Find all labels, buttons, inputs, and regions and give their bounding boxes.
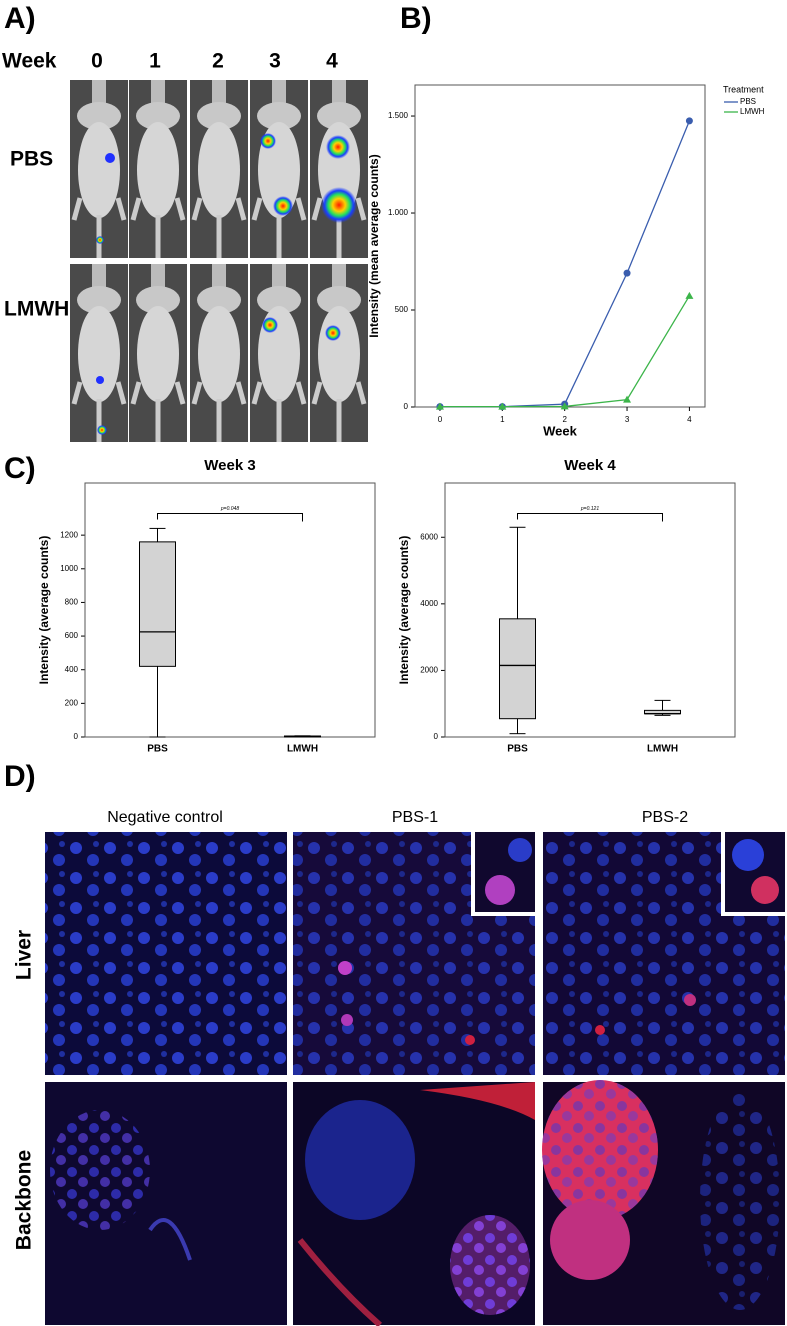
column-label: PBS-2 xyxy=(642,809,688,826)
p-value: p=0.048 xyxy=(220,506,239,512)
week-label: 0 xyxy=(91,50,103,73)
y-tick-label: 200 xyxy=(65,698,79,707)
x-tick-label: 1 xyxy=(500,415,505,424)
chart-title: Week 4 xyxy=(564,457,616,474)
x-tick-label: LMWH xyxy=(287,744,318,755)
x-tick-label: LMWH xyxy=(647,744,678,755)
marker xyxy=(685,117,693,125)
x-tick-label: 2 xyxy=(562,415,567,424)
row-label: Backbone xyxy=(13,1150,36,1250)
y-axis-label: Intensity (mean average counts) xyxy=(367,154,381,337)
marker xyxy=(498,402,507,410)
chart-title: Week 3 xyxy=(204,457,255,474)
y-tick-label: 4000 xyxy=(420,599,438,608)
y-tick-label: 400 xyxy=(65,665,79,674)
significance-bracket xyxy=(517,512,663,522)
plot-frame xyxy=(84,482,376,738)
x-axis-label: Week xyxy=(543,423,577,438)
marker xyxy=(560,402,569,410)
x-tick-label: PBS xyxy=(507,744,528,755)
microscopy-grid xyxy=(45,832,785,1326)
y-axis-label: Intensity (average counts) xyxy=(397,536,411,685)
p-value: p=0.121 xyxy=(580,506,599,512)
week-label: 3 xyxy=(269,50,281,73)
y-tick-label: 0 xyxy=(74,732,79,741)
y-tick-label: 1000 xyxy=(60,564,78,573)
marker xyxy=(623,269,631,277)
column-label: PBS-1 xyxy=(392,809,438,826)
y-tick-label: 6000 xyxy=(420,532,438,541)
y-tick-label: 500 xyxy=(395,305,409,314)
y-tick-label: 1200 xyxy=(60,530,78,539)
y-tick-label: 0 xyxy=(404,402,409,411)
week-heading: Week xyxy=(2,50,57,73)
marker xyxy=(685,291,694,299)
marker xyxy=(623,395,632,403)
week-label: 4 xyxy=(326,50,338,73)
panel-label: C) xyxy=(4,452,36,485)
x-tick-label: PBS xyxy=(147,744,168,755)
y-tick-label: 600 xyxy=(65,631,79,640)
imaging-grid xyxy=(70,80,368,442)
box xyxy=(139,541,176,667)
panel-label: B) xyxy=(400,2,432,35)
x-tick-label: 0 xyxy=(438,415,443,424)
series-line xyxy=(439,295,690,408)
y-tick-label: 2000 xyxy=(420,666,438,675)
panel-label: D) xyxy=(4,760,36,793)
week-label: 2 xyxy=(212,50,224,73)
y-tick-label: 1.500 xyxy=(388,111,409,120)
x-tick-label: 4 xyxy=(687,415,692,424)
plot-frame xyxy=(414,84,706,408)
row-label: LMWH xyxy=(4,298,69,321)
significance-bracket xyxy=(157,512,303,522)
marker xyxy=(435,402,444,410)
series-line xyxy=(439,120,691,408)
week-label: 1 xyxy=(149,50,161,73)
row-label: Liver xyxy=(13,930,36,980)
y-axis-label: Intensity (average counts) xyxy=(37,536,51,685)
y-tick-label: 0 xyxy=(434,732,439,741)
legend-label: LMWH xyxy=(740,107,765,116)
legend-title: Treatment xyxy=(723,84,764,94)
y-tick-label: 800 xyxy=(65,598,79,607)
row-label: PBS xyxy=(10,148,53,171)
legend-label: PBS xyxy=(740,97,756,106)
plot-frame xyxy=(444,482,736,738)
column-label: Negative control xyxy=(107,809,223,826)
x-tick-label: 3 xyxy=(625,415,630,424)
panel-label: A) xyxy=(4,2,36,35)
box xyxy=(499,618,536,720)
y-tick-label: 1.000 xyxy=(388,208,409,217)
